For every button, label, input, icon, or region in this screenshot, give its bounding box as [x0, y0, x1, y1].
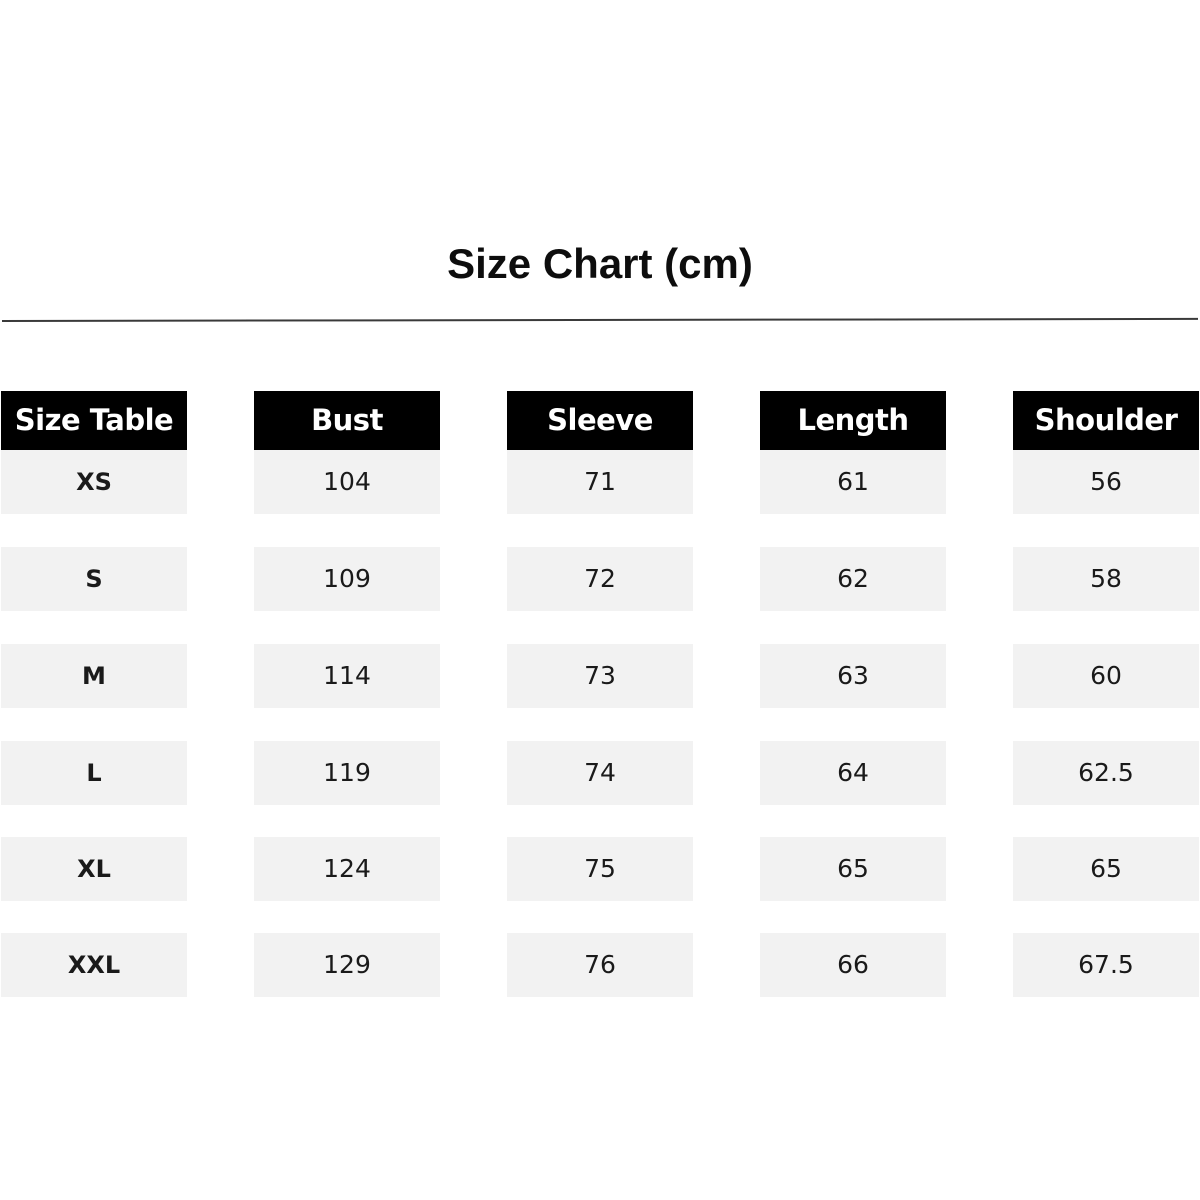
cell-bust-s: 109 — [254, 547, 440, 611]
cell-size-s: S — [1, 547, 187, 611]
column-size-table: Size Table XS S M L XL XXL — [1, 391, 187, 997]
column-sleeve: Sleeve 71 72 73 74 75 76 — [507, 391, 693, 997]
cell-size-m: M — [1, 644, 187, 708]
cell-length-xl: 65 — [760, 837, 946, 901]
cell-shoulder-xs: 56 — [1013, 450, 1199, 514]
cell-length-xs: 61 — [760, 450, 946, 514]
cell-length-s: 62 — [760, 547, 946, 611]
column-bust: Bust 104 109 114 119 124 129 — [254, 391, 440, 997]
cell-sleeve-m: 73 — [507, 644, 693, 708]
cell-size-xl: XL — [1, 837, 187, 901]
cell-sleeve-s: 72 — [507, 547, 693, 611]
header-length: Length — [760, 391, 946, 450]
header-sleeve: Sleeve — [507, 391, 693, 450]
cell-shoulder-xxl: 67.5 — [1013, 933, 1199, 997]
cell-shoulder-s: 58 — [1013, 547, 1199, 611]
cell-length-m: 63 — [760, 644, 946, 708]
column-shoulder: Shoulder 56 58 60 62.5 65 67.5 — [1013, 391, 1199, 997]
cell-size-l: L — [1, 741, 187, 805]
cell-bust-xl: 124 — [254, 837, 440, 901]
column-length: Length 61 62 63 64 65 66 — [760, 391, 946, 997]
cell-length-xxl: 66 — [760, 933, 946, 997]
cell-bust-xs: 104 — [254, 450, 440, 514]
cell-shoulder-m: 60 — [1013, 644, 1199, 708]
cell-sleeve-l: 74 — [507, 741, 693, 805]
cell-bust-xxl: 129 — [254, 933, 440, 997]
page-title: Size Chart (cm) — [447, 240, 753, 287]
cell-sleeve-xl: 75 — [507, 837, 693, 901]
cell-size-xs: XS — [1, 450, 187, 514]
header-size-table: Size Table — [1, 391, 187, 450]
cell-shoulder-xl: 65 — [1013, 837, 1199, 901]
cell-sleeve-xxl: 76 — [507, 933, 693, 997]
title-divider — [1, 317, 1198, 322]
cell-bust-m: 114 — [254, 644, 440, 708]
cell-shoulder-l: 62.5 — [1013, 741, 1199, 805]
header-shoulder: Shoulder — [1013, 391, 1199, 450]
cell-bust-l: 119 — [254, 741, 440, 805]
cell-size-xxl: XXL — [1, 933, 187, 997]
cell-length-l: 64 — [760, 741, 946, 805]
header-bust: Bust — [254, 391, 440, 450]
cell-sleeve-xs: 71 — [507, 450, 693, 514]
